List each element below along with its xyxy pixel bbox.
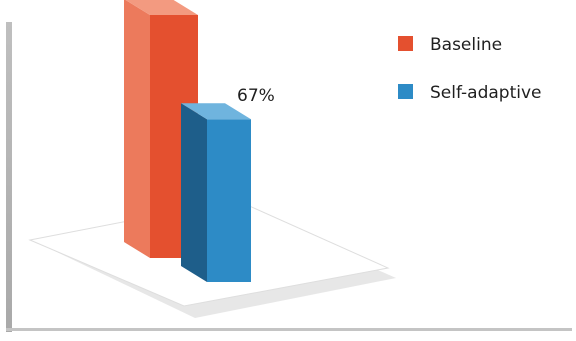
value-label-self-adaptive: 67% [237,86,275,106]
bar-front-face [207,119,251,282]
legend-item-baseline: Baseline [398,35,502,55]
bar-self-adaptive [181,103,251,282]
legend-swatch [398,36,413,51]
value-label-baseline: 100% [184,0,233,2]
legend-label: Baseline [430,35,502,55]
legend-item-self-adaptive: Self-adaptive [398,83,542,103]
legend: Baseline Self-adaptive [398,35,542,103]
frame-left-edge [6,22,12,332]
bar-side-face [181,103,207,282]
bars-layer [124,0,251,282]
legend-swatch [398,84,413,99]
bar-side-face [124,0,150,258]
legend-label: Self-adaptive [430,83,542,103]
frame-bottom-edge [6,328,572,331]
